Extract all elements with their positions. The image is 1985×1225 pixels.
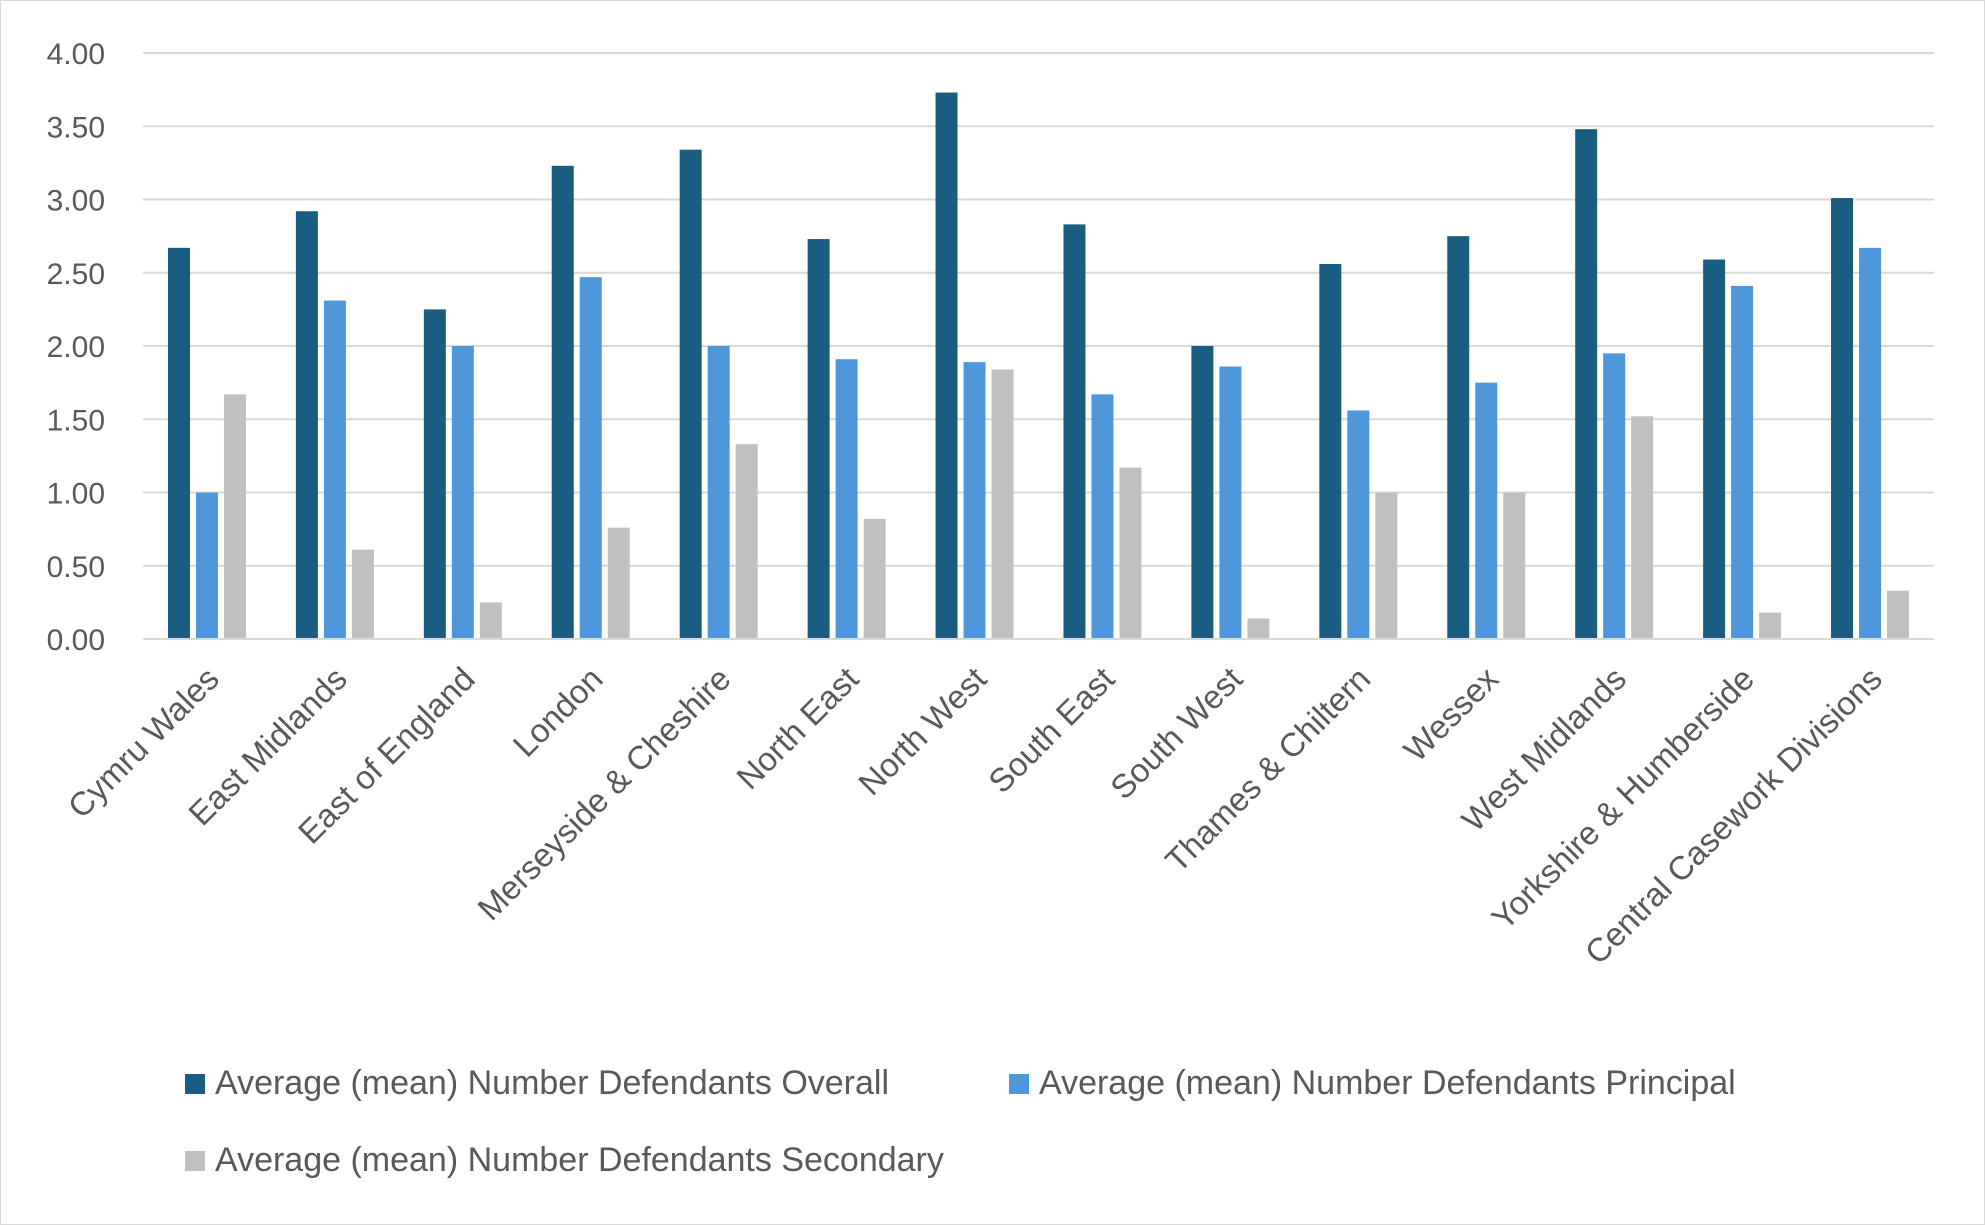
bar — [1219, 366, 1242, 639]
legend: Average (mean) Number Defendants Overall… — [185, 1064, 1736, 1179]
bar — [1759, 612, 1782, 639]
x-category-label: North West — [851, 660, 993, 802]
y-tick-label: 2.00 — [47, 331, 105, 364]
bar — [295, 211, 318, 639]
bar — [1319, 263, 1342, 639]
legend-label: Average (mean) Number Defendants Princip… — [1039, 1064, 1736, 1102]
legend-label: Average (mean) Number Defendants Seconda… — [215, 1141, 944, 1179]
y-tick-label: 4.00 — [47, 38, 105, 71]
bar — [167, 247, 190, 639]
x-category-label: Merseyside & Cheshire — [470, 660, 737, 927]
y-tick-label: 1.00 — [47, 478, 105, 511]
bar — [607, 527, 630, 639]
legend-swatch — [185, 1151, 205, 1171]
x-category-label: Wessex — [1396, 659, 1505, 768]
bar — [1191, 346, 1214, 639]
legend-label: Average (mean) Number Defendants Overall — [215, 1064, 889, 1102]
y-tick-label: 0.50 — [47, 551, 105, 584]
bar — [1063, 224, 1086, 639]
legend-item: Average (mean) Number Defendants Princip… — [1009, 1064, 1736, 1102]
bar — [1375, 492, 1398, 639]
y-tick-label: 3.00 — [47, 185, 105, 218]
bars — [167, 92, 1910, 640]
bar — [451, 346, 474, 639]
x-category-label: London — [506, 660, 610, 764]
x-category-label: South East — [981, 660, 1121, 800]
x-category-label: North East — [729, 660, 865, 796]
bar — [1575, 129, 1598, 639]
bar — [195, 492, 218, 639]
bar — [863, 518, 886, 639]
bar — [1631, 416, 1654, 639]
bar — [963, 362, 986, 639]
x-category-label: Yorkshire & Humberside — [1484, 660, 1761, 937]
bar — [223, 394, 246, 639]
bar — [423, 309, 446, 639]
bar — [351, 549, 374, 639]
gridlines — [143, 52, 1934, 567]
legend-swatch — [1009, 1074, 1029, 1094]
bar — [707, 346, 730, 639]
bar — [1347, 410, 1370, 639]
bar — [735, 444, 758, 639]
bar — [1447, 236, 1470, 639]
bar — [479, 602, 502, 639]
bar — [1703, 259, 1726, 639]
bar — [323, 300, 346, 639]
bar — [991, 369, 1014, 639]
bar — [1859, 247, 1882, 639]
legend-swatch — [185, 1074, 205, 1094]
bar — [1119, 467, 1142, 639]
y-tick-label: 1.50 — [47, 404, 105, 437]
bar — [835, 359, 858, 639]
bar — [1731, 285, 1754, 639]
y-tick-label: 3.50 — [47, 111, 105, 144]
bar — [579, 277, 602, 639]
bar — [1603, 353, 1626, 639]
bar — [807, 239, 830, 639]
bar — [679, 149, 702, 639]
bar — [1887, 590, 1910, 639]
bar — [1247, 618, 1270, 639]
bar — [1091, 394, 1114, 639]
legend-item: Average (mean) Number Defendants Overall — [185, 1064, 889, 1102]
bar — [551, 165, 574, 639]
bar — [1475, 382, 1498, 639]
y-tick-label: 0.00 — [47, 624, 105, 657]
bar — [1503, 492, 1526, 639]
bar — [935, 92, 958, 640]
y-axis-tick-labels: 0.00 0.50 1.00 1.50 2.00 2.50 3.00 3.50 4.00 — [47, 38, 105, 657]
legend-item: Average (mean) Number Defendants Seconda… — [185, 1141, 944, 1179]
bar — [1831, 198, 1854, 639]
y-tick-label: 2.50 — [47, 258, 105, 291]
